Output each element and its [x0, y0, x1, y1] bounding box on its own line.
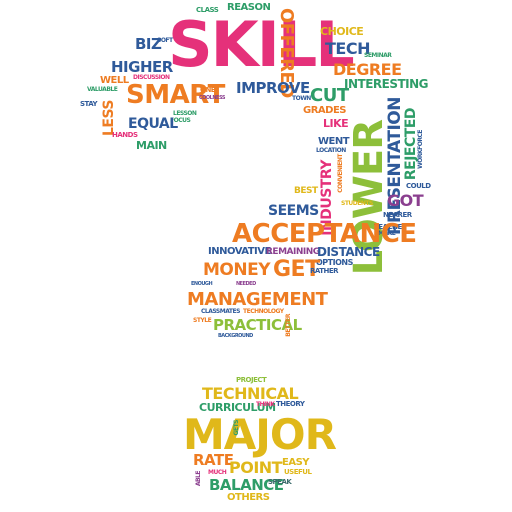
word-teaches: TEACHES — [374, 223, 407, 231]
word-workforce: WORKFORCE — [417, 130, 424, 169]
word-stay: STAY — [80, 100, 98, 108]
word-grades: GRADES — [303, 105, 346, 116]
word-choice: CHOICE — [320, 25, 364, 38]
word-classmates: CLASSMATES — [201, 308, 240, 315]
word-useful: USEFUL — [284, 468, 312, 476]
word-management: MANAGEMENT — [187, 289, 328, 310]
word-smart: SMART — [126, 80, 225, 110]
word-speak: SPEAK — [268, 478, 292, 486]
word-theory: THEORY — [276, 400, 305, 408]
word-others: OTHERS — [227, 492, 270, 503]
word-make: MAKE — [378, 230, 396, 237]
word-well: WELL — [100, 75, 129, 86]
word-acceptance: ACCEPTANCE — [232, 219, 417, 249]
word-enough: ENOUGH — [191, 281, 213, 287]
word-project: PROJECT — [236, 376, 267, 384]
word-degree: DEGREE — [333, 60, 402, 79]
word-cut: CUT — [310, 85, 349, 106]
word-lesson: LESSON — [173, 110, 197, 117]
word-background: BACKGROUND — [218, 333, 253, 339]
word-seems: SEEMS — [268, 203, 319, 219]
word-think: THINK — [256, 401, 275, 408]
word-higher: HIGHER — [111, 58, 173, 76]
word-improve: IMPROVE — [236, 79, 310, 97]
word-location: LOCATION — [316, 147, 346, 154]
word-soft: SOFT — [157, 37, 173, 44]
word-interesting: INTERESTING — [344, 77, 429, 91]
word-one: ONE — [200, 86, 216, 94]
word-seminar: SEMINAR — [364, 52, 392, 59]
word-practical: PRACTICAL — [213, 316, 302, 334]
word-money: MONEY — [203, 260, 271, 280]
word-rejected: REJECTED — [403, 108, 419, 181]
word-convenient: CONVENIENT — [337, 154, 344, 193]
word-focus: FOCUS — [170, 117, 191, 124]
word-rate: RATE — [193, 451, 234, 469]
word-town: TOWN — [292, 95, 311, 102]
word-offered: OFFERED — [276, 8, 297, 98]
word-options: OPTIONS — [316, 258, 353, 267]
word-class: CLASS — [196, 6, 219, 14]
word-best: BEST — [294, 186, 318, 196]
word-curriculum: CURRICULUM — [199, 401, 276, 414]
word-easy: EASY — [282, 457, 310, 468]
word-could: COULD — [406, 182, 431, 190]
word-skill: SKILL — [168, 8, 355, 81]
word-balance: BALANCE — [209, 476, 284, 494]
word-technical: TECHNICAL — [202, 384, 299, 403]
word-able: ABLE — [195, 471, 202, 487]
word-discussion: DISCUSSION — [133, 74, 170, 81]
word-point: POINT — [229, 458, 283, 477]
word-reason: REASON — [227, 2, 271, 13]
word-rather: RATHER — [310, 267, 339, 275]
word-got: GOT — [387, 191, 424, 210]
word-distance: DISTANCE — [317, 245, 380, 259]
word-gets: GETS — [233, 420, 240, 436]
word-biz: BIZ — [135, 35, 162, 53]
word-innovative: INNOVATIVE — [208, 246, 271, 257]
word-major: MAJOR — [183, 410, 337, 459]
word-get: GET — [273, 257, 320, 282]
word-valuable: VALUABLE — [87, 86, 118, 93]
word-much: MUCH — [208, 469, 227, 476]
word-tech: TECH — [325, 39, 370, 58]
word-hands: HANDS — [112, 131, 138, 139]
word-better: BETTER — [285, 314, 292, 337]
word-remaining: REMAINING — [266, 247, 320, 257]
word-went: WENT — [318, 136, 350, 147]
word-like: LIKE — [323, 117, 349, 130]
word-main: MAIN — [136, 139, 167, 152]
word-technology: TECHNOLOGY — [243, 308, 284, 315]
word-nearer: NEARER — [383, 211, 412, 219]
word-style: STYLE — [193, 317, 212, 324]
word-equal: EQUAL — [128, 116, 178, 132]
word-coolness: COOLNESS — [199, 95, 225, 101]
word-students: STUDENTS — [341, 200, 373, 207]
word-needed: NEEDED — [236, 281, 256, 287]
